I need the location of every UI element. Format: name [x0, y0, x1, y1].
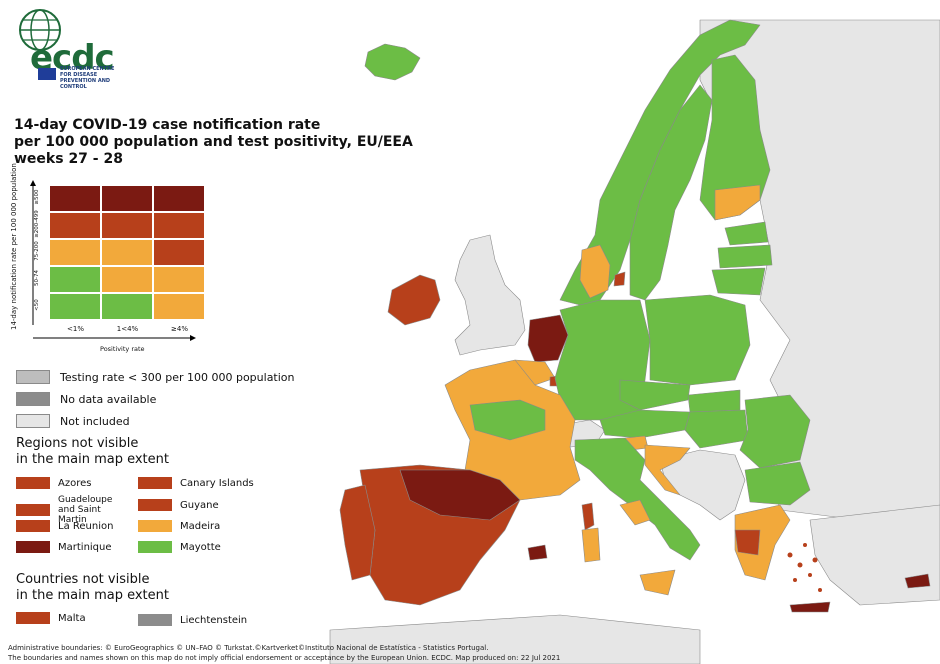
title-line-2: per 100 000 population and test positivi…	[14, 134, 413, 150]
matrix-cell	[101, 266, 153, 293]
region-denmark-capital	[613, 271, 626, 287]
country-denmark	[579, 244, 611, 299]
y-tick: ≥200-499	[34, 210, 40, 238]
region-la-reunion: La Reunion	[16, 520, 113, 532]
country-netherlands	[527, 314, 569, 363]
footer-attribution: Administrative boundaries: © EuroGeograp…	[8, 643, 560, 663]
matrix-cell	[153, 293, 205, 320]
footer-line-1: Administrative boundaries: © EuroGeograp…	[8, 644, 489, 652]
matrix-y-axis-label: 14-day notification rate per 100 000 pop…	[10, 163, 18, 330]
region-azores: Azores	[16, 477, 91, 489]
country-slovakia	[687, 389, 741, 413]
region-guyane: Guyane	[138, 499, 219, 511]
island-sardinia	[581, 527, 601, 563]
matrix-cell	[101, 239, 153, 266]
y-tick: <50	[34, 299, 40, 311]
country-norway	[559, 19, 761, 306]
matrix-cell	[153, 266, 205, 293]
island-crete	[789, 601, 831, 613]
y-tick: 50-74	[34, 270, 40, 286]
regions-heading: Regions not visible in the main map exte…	[16, 436, 169, 467]
region-north-africa	[329, 614, 701, 664]
country-estonia	[724, 221, 769, 246]
country-romania	[739, 394, 811, 469]
country-ireland	[387, 274, 441, 326]
title-line-3: weeks 27 - 28	[14, 151, 123, 167]
eu-flag-icon	[38, 68, 56, 80]
region-madeira: Madeira	[138, 520, 220, 532]
matrix-cell	[153, 239, 205, 266]
country-malta: Malta	[16, 612, 86, 624]
region-finland-south	[714, 184, 761, 221]
matrix-cell	[49, 266, 101, 293]
globe-icon	[19, 9, 61, 51]
footer-line-2: The boundaries and names shown on this m…	[8, 654, 561, 662]
y-tick: 75-200	[34, 241, 40, 261]
region-mayotte: Mayotte	[138, 541, 221, 553]
country-hungary	[684, 409, 749, 449]
country-liechtenstein: Liechtenstein	[138, 614, 247, 626]
region-canary-islands: Canary Islands	[138, 477, 254, 489]
country-portugal	[339, 484, 376, 581]
swatch-no-data	[16, 392, 50, 406]
x-tick: ≥4%	[171, 325, 188, 333]
logo-subtitle: EUROPEAN CENTRE FOR DISEASE PREVENTION A…	[60, 66, 115, 90]
x-tick: <1%	[67, 325, 84, 333]
country-italy	[574, 437, 701, 561]
country-poland	[644, 294, 751, 386]
legend-matrix	[44, 185, 205, 320]
country-croatia	[644, 444, 691, 496]
island-corsica	[581, 502, 595, 531]
country-greece	[734, 504, 791, 581]
country-cyprus	[904, 573, 931, 589]
region-france-green	[469, 399, 546, 441]
matrix-cell	[101, 185, 153, 212]
x-tick: 1<4%	[116, 325, 139, 333]
ecdc-logo	[10, 6, 120, 86]
region-spain-north	[399, 469, 521, 521]
country-lithuania	[711, 267, 766, 296]
region-greece-west	[734, 529, 761, 556]
matrix-cell	[101, 293, 153, 320]
region-turkey	[809, 504, 940, 606]
region-uk	[454, 234, 526, 356]
country-iceland	[364, 43, 421, 81]
matrix-cell	[153, 185, 205, 212]
legend-no-data: No data available	[16, 392, 156, 406]
legend-not-included: Not included	[16, 414, 130, 428]
map-title: 14-day COVID-19 case notification rate p…	[14, 117, 413, 168]
swatch-not-included	[16, 414, 50, 428]
island-balearic	[527, 544, 548, 561]
matrix-cell	[49, 293, 101, 320]
island-sicily	[639, 569, 676, 596]
countries-heading: Countries not visible in the main map ex…	[16, 572, 169, 603]
country-sweden	[629, 84, 713, 301]
matrix-axes	[30, 180, 196, 341]
matrix-cell	[49, 212, 101, 239]
country-czechia	[619, 379, 691, 411]
country-latvia	[717, 244, 773, 269]
country-bulgaria	[744, 461, 811, 506]
y-tick: ≥500	[34, 189, 40, 205]
matrix-x-axis-label: Positivity rate	[100, 345, 145, 353]
region-italy-south	[619, 499, 651, 526]
region-guadeloupe: Guadeloupe and Saint Martin	[16, 495, 131, 525]
matrix-cell	[49, 239, 101, 266]
title-line-1: 14-day COVID-19 case notification rate	[14, 117, 321, 133]
matrix-cell	[153, 212, 205, 239]
region-martinique: Martinique	[16, 541, 112, 553]
swatch-testing-rate	[16, 370, 50, 384]
matrix-cell	[49, 185, 101, 212]
matrix-cell	[101, 212, 153, 239]
legend-testing-rate: Testing rate < 300 per 100 000 populatio…	[16, 370, 295, 384]
